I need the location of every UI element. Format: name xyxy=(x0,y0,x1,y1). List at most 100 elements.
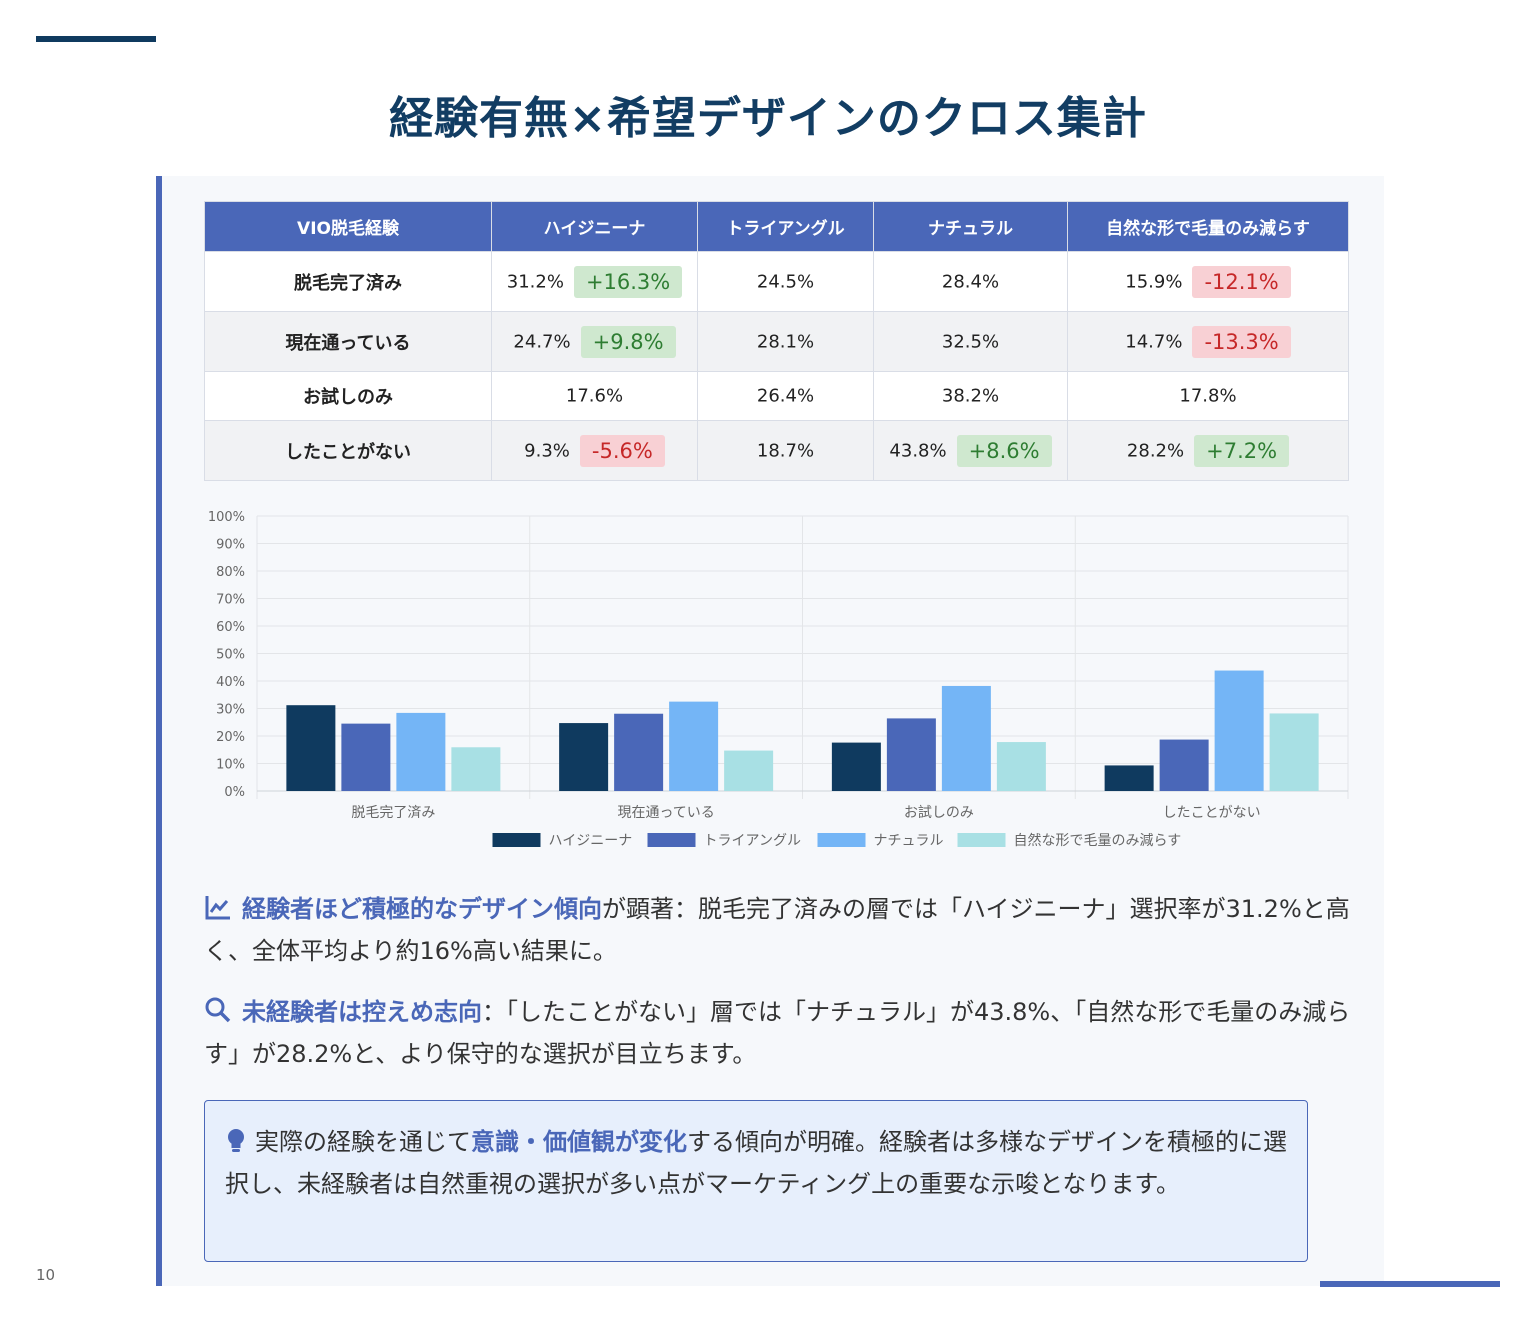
table-cell: 17.8% xyxy=(1067,371,1349,421)
cell-value: 24.7% xyxy=(513,331,571,352)
cell-value: 14.7% xyxy=(1125,331,1183,352)
y-tick-label: 70% xyxy=(216,593,245,608)
legend-swatch xyxy=(492,833,541,847)
table-cell: 15.9% -12.1% xyxy=(1067,251,1349,312)
negative-diff-badge: -13.3% xyxy=(1192,325,1291,358)
bar xyxy=(724,750,774,791)
cell-value: 17.8% xyxy=(1179,385,1237,407)
bar xyxy=(886,718,936,791)
cell-value: 28.4% xyxy=(941,271,1000,293)
x-tick-label: 脱毛完了済み xyxy=(351,805,435,821)
cell-value: 28.1% xyxy=(756,331,815,353)
insight-2-text: ：「したことがない」層では「ナチュラル」が43.8%、「自然な形で毛量のみ減らす… xyxy=(204,998,1351,1068)
bar xyxy=(941,685,991,791)
note-highlight: 意識・価値観が変化 xyxy=(471,1128,687,1156)
cell-value: 15.9% xyxy=(1125,271,1183,292)
insight-2-highlight: 未経験者は控えめ志向 xyxy=(242,998,482,1026)
table-cell: 24.5% xyxy=(697,251,874,312)
legend-swatch xyxy=(647,833,696,847)
bar xyxy=(1159,739,1209,791)
y-tick-label: 80% xyxy=(216,565,245,580)
y-tick-label: 100% xyxy=(208,510,245,525)
cell-value: 17.6% xyxy=(565,385,624,407)
page-title: 経験有無×希望デザインのクロス集計 xyxy=(389,93,1147,144)
table-cell: 9.3% -5.6% xyxy=(491,420,698,481)
top-accent-bar xyxy=(36,36,156,42)
positive-diff-badge: +16.3% xyxy=(573,265,683,298)
bar-chart: 0% 10% 20% 30% 40% 50% 60% 70% 80% 90% 100% 脱毛完了済み 現… xyxy=(208,510,1349,849)
positive-diff-badge: +9.8% xyxy=(580,325,676,358)
cell-value: 28.2% xyxy=(1126,440,1185,461)
bar xyxy=(396,712,446,791)
bar xyxy=(1214,670,1264,791)
table-header: 自然な形で毛量のみ減らす xyxy=(1067,201,1349,252)
table-cell: 28.2% +7.2% xyxy=(1067,420,1349,481)
legend-label: 自然な形で毛量のみ減らす xyxy=(1014,832,1182,849)
legend-label: ナチュラル xyxy=(874,833,944,849)
page-number: 10 xyxy=(36,1266,56,1284)
bottom-accent-bar xyxy=(1320,1281,1500,1287)
legend-label: トライアングル xyxy=(704,833,801,849)
x-tick-label: したことがない xyxy=(1163,805,1261,821)
summary-note: 実際の経験を通じて意識・価値観が変化する傾向が明確。経験者は多様なデザインを積極… xyxy=(204,1100,1308,1262)
cell-value: 9.3% xyxy=(524,440,570,461)
cell-value: 32.5% xyxy=(941,331,1000,353)
insight-paragraph-2: 未経験者は控えめ志向：「したことがない」層では「ナチュラル」が43.8%、「自然… xyxy=(204,991,1354,1075)
bar xyxy=(341,723,391,791)
note-text-before: 実際の経験を通じて xyxy=(255,1128,471,1156)
negative-diff-badge: -5.6% xyxy=(579,434,665,467)
table-cell: 38.2% xyxy=(873,371,1068,421)
insight-1-text: が顕著：脱毛完了済みの層では「ハイジニーナ」選択率が31.2%と高く、全体平均よ… xyxy=(204,895,1350,965)
bar xyxy=(996,742,1046,791)
row-label: 現在通っている xyxy=(204,311,492,372)
lightbulb-icon xyxy=(225,1125,247,1152)
table-cell: 14.7% -13.3% xyxy=(1067,311,1349,372)
content-card: VIO脱毛経験 ハイジニーナ トライアングル ナチュラル 自然な形で毛量のみ減ら… xyxy=(156,176,1384,1286)
row-label: 脱毛完了済み xyxy=(204,251,492,312)
table-header: ナチュラル xyxy=(873,201,1068,252)
positive-diff-badge: +8.6% xyxy=(956,434,1052,467)
bar xyxy=(669,701,719,791)
table-header: トライアングル xyxy=(697,201,874,252)
x-tick-label: お試しのみ xyxy=(904,805,974,821)
table-cell: 31.2% +16.3% xyxy=(491,251,698,312)
y-tick-label: 0% xyxy=(224,785,245,800)
y-tick-label: 40% xyxy=(216,675,245,690)
table-row: お試しのみ 17.6% 26.4% 38.2% 17.8% xyxy=(204,371,1349,421)
cell-value: 38.2% xyxy=(941,385,1000,407)
bar xyxy=(1269,713,1319,791)
search-icon xyxy=(204,995,232,1023)
row-label: お試しのみ xyxy=(204,371,492,421)
insight-1-highlight: 経験者ほど積極的なデザイン傾向 xyxy=(242,895,602,923)
legend-swatch xyxy=(817,833,866,847)
table-cell: 43.8% +8.6% xyxy=(873,420,1068,481)
table-cell: 28.4% xyxy=(873,251,1068,312)
table-cell: 24.7% +9.8% xyxy=(491,311,698,372)
table-header: ハイジニーナ xyxy=(491,201,698,252)
table-row: したことがない 9.3% -5.6% 18.7% 43.8% +8.6% 28.2% +7.2… xyxy=(204,420,1349,481)
table-cell: 17.6% xyxy=(491,371,698,421)
y-tick-label: 90% xyxy=(216,538,245,553)
insight-paragraph-1: 経験者ほど積極的なデザイン傾向が顕著：脱毛完了済みの層では「ハイジニーナ」選択率… xyxy=(204,888,1354,972)
x-tick-label: 現在通っている xyxy=(617,805,714,821)
cell-value: 26.4% xyxy=(756,385,815,407)
table-cell: 32.5% xyxy=(873,311,1068,372)
cell-value: 18.7% xyxy=(756,440,815,462)
bar xyxy=(451,747,501,791)
bar xyxy=(614,713,664,791)
legend-label: ハイジニーナ xyxy=(549,833,633,849)
table-cell: 18.7% xyxy=(697,420,874,481)
y-tick-label: 60% xyxy=(216,620,245,635)
table-row: 現在通っている 24.7% +9.8% 28.1% 32.5% 14.7% -13.3% xyxy=(204,311,1349,372)
bar xyxy=(831,742,881,791)
chart-line-icon xyxy=(204,892,232,920)
table-header-row: VIO脱毛経験 ハイジニーナ トライアングル ナチュラル 自然な形で毛量のみ減ら… xyxy=(204,201,1349,252)
positive-diff-badge: +7.2% xyxy=(1194,434,1290,467)
bar xyxy=(286,705,336,791)
y-tick-label: 20% xyxy=(216,730,245,745)
row-label: したことがない xyxy=(204,420,492,481)
cell-value: 43.8% xyxy=(889,440,947,461)
bar xyxy=(559,723,609,791)
y-tick-label: 50% xyxy=(216,648,245,663)
y-tick-label: 10% xyxy=(216,758,245,773)
